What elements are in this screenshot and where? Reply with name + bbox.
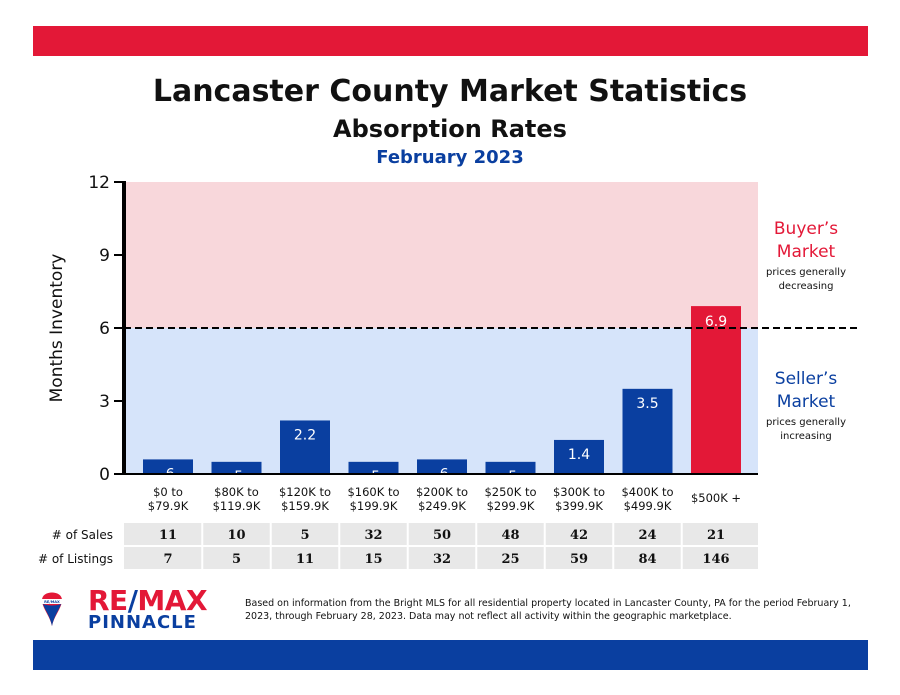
page-subtitle: Absorption Rates xyxy=(333,115,567,143)
x-tick-label-2-1: $159.9K xyxy=(281,499,329,513)
bar-value-label-1: .5 xyxy=(230,469,243,485)
bottom-blue-band xyxy=(33,640,868,670)
x-tick-label-4-1: $249.9K xyxy=(418,499,466,513)
remax-wordmark-re: RE xyxy=(88,584,128,617)
sales-cell-3: 32 xyxy=(364,528,382,543)
listings-cell-7: 84 xyxy=(638,552,656,567)
listings-cell-6: 59 xyxy=(570,552,588,567)
x-tick-label-1-1: $119.9K xyxy=(213,499,261,513)
bar-8 xyxy=(691,306,741,474)
buyer-market-note-line1: prices generally xyxy=(766,267,846,278)
buyer-market-note-line2: decreasing xyxy=(779,281,834,292)
bar-3 xyxy=(348,461,399,474)
seller-market-title-line2: Market xyxy=(777,392,836,412)
bar-value-label-8: 6.9 xyxy=(705,314,727,330)
y-axis-label: Months Inventory xyxy=(47,254,67,403)
listings-cell-2: 11 xyxy=(296,552,314,567)
x-tick-label-5-0: $250K to xyxy=(484,485,536,499)
listings-row-header: # of Listings xyxy=(38,552,113,566)
buyer-market-title-line1: Buyer’s xyxy=(774,219,838,239)
seller-market-note-line1: prices generally xyxy=(766,417,846,428)
bar-value-label-6: 1.4 xyxy=(568,447,590,463)
listings-cell-1: 5 xyxy=(232,552,241,567)
x-tick-label-6-0: $300K to xyxy=(553,485,605,499)
buyer-market-zone xyxy=(124,182,758,328)
page-title: Lancaster County Market Statistics xyxy=(152,74,748,109)
x-tick-label-3-0: $160K to xyxy=(347,485,399,499)
sales-cell-4: 50 xyxy=(433,528,451,543)
listings-cell-5: 25 xyxy=(501,552,519,567)
seller-market-note-line2: increasing xyxy=(780,431,831,442)
x-tick-label-0-0: $0 to xyxy=(153,485,183,499)
listings-cell-0: 7 xyxy=(163,552,172,567)
bar-value-label-2: 2.2 xyxy=(294,427,316,443)
sales-cell-2: 5 xyxy=(300,528,309,543)
y-tick-label-4: 12 xyxy=(88,173,110,193)
sales-cell-5: 48 xyxy=(501,528,519,543)
balloon-text: RE/MAX xyxy=(44,600,60,604)
bar-1 xyxy=(211,461,262,474)
remax-wordmark: RE/MAX xyxy=(88,584,208,617)
bar-value-label-5: .5 xyxy=(504,469,517,485)
x-tick-label-4-0: $200K to xyxy=(416,485,468,499)
listings-cell-4: 32 xyxy=(433,552,451,567)
x-tick-label-7-1: $499.9K xyxy=(624,499,672,513)
bar-4 xyxy=(417,459,467,474)
remax-wordmark-slash: / xyxy=(127,584,138,617)
x-tick-label-3-1: $199.9K xyxy=(350,499,398,513)
bar-7 xyxy=(622,388,673,474)
x-tick-label-1-0: $80K to xyxy=(214,485,259,499)
x-tick-label-6-1: $399.9K xyxy=(555,499,603,513)
sales-row-header: # of Sales xyxy=(52,528,113,542)
sales-cell-8: 21 xyxy=(707,528,725,543)
bar-5 xyxy=(485,461,536,474)
bar-0 xyxy=(143,459,193,474)
top-red-band xyxy=(33,26,868,56)
sales-cell-1: 10 xyxy=(227,528,245,543)
sales-cell-7: 24 xyxy=(638,528,656,543)
sales-cell-0: 11 xyxy=(159,528,177,543)
y-tick-label-3: 9 xyxy=(99,246,110,266)
x-tick-label-7-0: $400K to xyxy=(621,485,673,499)
x-tick-label-0-1: $79.9K xyxy=(148,499,189,513)
listings-row-band xyxy=(124,547,758,569)
listings-cell-3: 15 xyxy=(364,552,382,567)
bar-value-label-3: .5 xyxy=(367,469,380,485)
data-source-footnote: Based on information from the Bright MLS… xyxy=(245,598,851,622)
bar-value-label-7: 3.5 xyxy=(636,396,658,412)
listings-cell-8: 146 xyxy=(702,552,729,567)
sales-cell-6: 42 xyxy=(570,528,588,543)
x-tick-label-2-0: $120K to xyxy=(279,485,331,499)
office-name: PINNACLE xyxy=(88,612,197,633)
y-tick-label-1: 3 xyxy=(99,392,110,412)
buyer-market-title-line2: Market xyxy=(777,242,836,262)
period-label: February 2023 xyxy=(376,147,524,168)
seller-market-title-line1: Seller’s xyxy=(775,369,838,389)
remax-wordmark-max: MAX xyxy=(137,584,208,617)
x-tick-label-8-0: $500K + xyxy=(691,491,741,505)
x-tick-label-5-1: $299.9K xyxy=(487,499,535,513)
remax-balloon-logo: RE/MAX xyxy=(42,592,62,626)
bar-2 xyxy=(280,420,330,474)
bar-6 xyxy=(554,439,604,474)
y-tick-label-0: 0 xyxy=(99,465,110,485)
y-tick-label-2: 6 xyxy=(99,319,110,339)
sales-row-band xyxy=(124,523,758,545)
